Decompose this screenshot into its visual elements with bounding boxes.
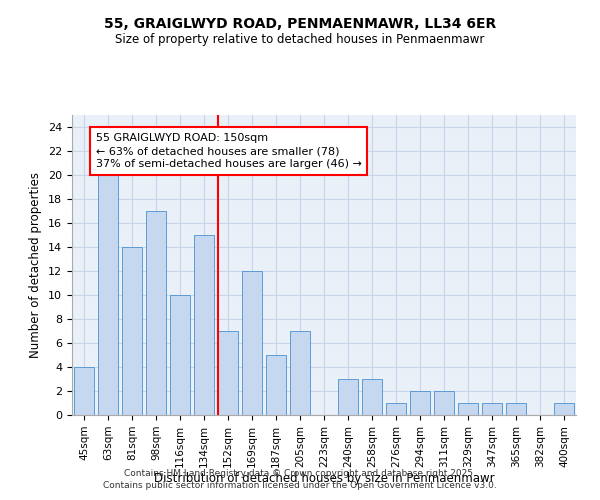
Bar xyxy=(74,367,94,415)
Bar xyxy=(554,403,574,415)
Bar xyxy=(434,391,454,415)
Bar xyxy=(362,379,382,415)
Bar xyxy=(386,403,406,415)
Bar xyxy=(290,331,310,415)
Bar xyxy=(482,403,502,415)
Bar xyxy=(458,403,478,415)
Bar xyxy=(146,211,166,415)
Bar xyxy=(218,331,238,415)
Y-axis label: Number of detached properties: Number of detached properties xyxy=(29,172,43,358)
Bar xyxy=(194,235,214,415)
Bar xyxy=(266,355,286,415)
X-axis label: Distribution of detached houses by size in Penmaenmawr: Distribution of detached houses by size … xyxy=(154,472,494,486)
Bar xyxy=(506,403,526,415)
Text: Size of property relative to detached houses in Penmaenmawr: Size of property relative to detached ho… xyxy=(115,32,485,46)
Bar xyxy=(122,247,142,415)
Bar xyxy=(410,391,430,415)
Text: 55 GRAIGLWYD ROAD: 150sqm
← 63% of detached houses are smaller (78)
37% of semi-: 55 GRAIGLWYD ROAD: 150sqm ← 63% of detac… xyxy=(96,133,362,170)
Text: Contains HM Land Registry data © Crown copyright and database right 2025.
Contai: Contains HM Land Registry data © Crown c… xyxy=(103,468,497,490)
Bar xyxy=(98,175,118,415)
Bar xyxy=(170,295,190,415)
Text: 55, GRAIGLWYD ROAD, PENMAENMAWR, LL34 6ER: 55, GRAIGLWYD ROAD, PENMAENMAWR, LL34 6E… xyxy=(104,18,496,32)
Bar xyxy=(338,379,358,415)
Bar xyxy=(242,271,262,415)
